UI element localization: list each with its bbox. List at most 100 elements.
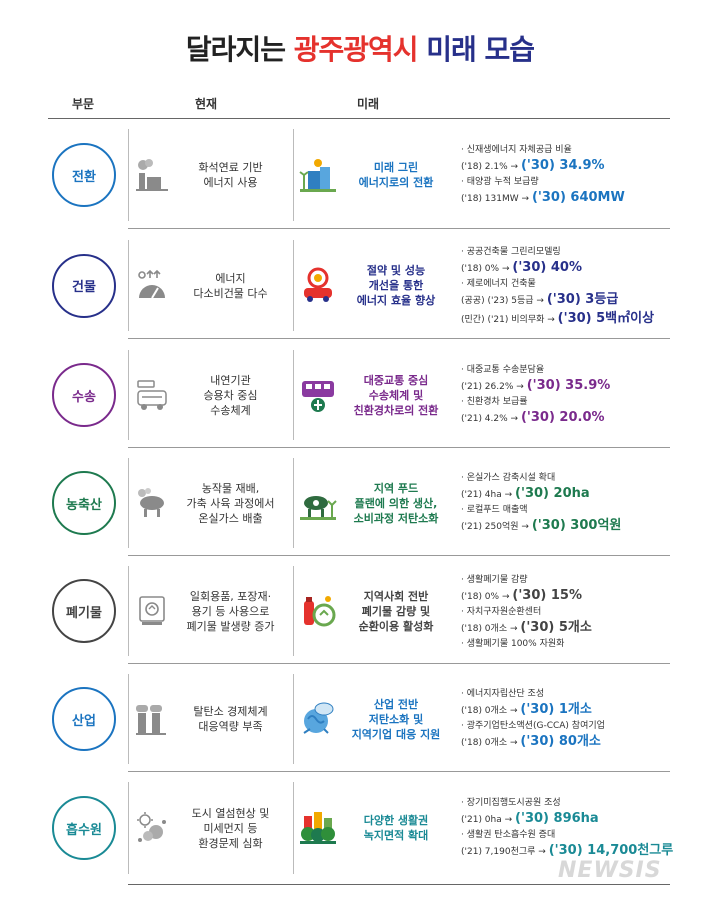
stat-label: · 태양광 누적 보급량: [461, 177, 539, 187]
column-separator: [293, 458, 294, 548]
stat-baseline: ('18) 0개소 →: [461, 706, 518, 716]
future-line: 폐기물 감량 및: [361, 604, 431, 618]
stat-target: ('30) 896ha: [515, 811, 599, 826]
future-line: 저탄소화 및: [368, 712, 424, 726]
current-line: 승용차 중심: [203, 388, 258, 402]
future-line: 산업 전반: [373, 697, 419, 711]
target-stats: · 대중교통 수송분담율 ('21) 26.2% → ('30) 35.9% · 친…: [461, 364, 670, 428]
future-line: 지역사회 전반: [363, 589, 429, 603]
row-divider: [128, 338, 670, 339]
category-label: 폐기물: [66, 605, 102, 621]
category-label: 산업: [72, 713, 96, 729]
current-line: 용기 등 사용으로: [191, 604, 270, 618]
category-label: 전환: [72, 169, 96, 185]
current-line: 농작물 재배,: [201, 481, 260, 495]
current-state-text: 도시 열섬현상 및 미세먼지 등 환경문제 심화: [168, 806, 293, 851]
column-separator: [128, 350, 129, 440]
stat-label: · 대중교통 수송분담율: [461, 365, 545, 375]
future-state-text: 절약 및 성능 개선을 통한 에너지 효율 향상: [336, 263, 456, 308]
column-separator: [128, 240, 129, 331]
stat-baseline: ('18) 0% →: [461, 263, 510, 274]
future-line: 지역기업 대응 지원: [351, 727, 441, 741]
stat-baseline: ('18) 0개소 →: [461, 738, 518, 748]
future-line: 대중교통 중심: [363, 373, 429, 387]
stat-label: · 에너지자립산단 조성: [461, 689, 545, 699]
column-separator: [293, 674, 294, 764]
header-rule: [48, 118, 670, 119]
future-line: 녹지면적 확대: [363, 829, 429, 842]
current-line: 도시 열섬현상 및: [191, 806, 270, 820]
future-state-icon: [298, 591, 338, 631]
stat-baseline: ('21) 4.2% →: [461, 414, 519, 424]
stat-target: ('30) 35.9%: [526, 378, 611, 393]
future-line: 다양한 생활권: [363, 814, 429, 827]
stat-label: · 온실가스 감축시설 확대: [461, 473, 556, 483]
column-separator: [293, 129, 294, 221]
stat-target: ('30) 3등급: [546, 291, 619, 307]
stat-value: ('21) 26.2% → ('30) 35.9%: [461, 377, 670, 396]
header-current: 현재: [195, 97, 218, 111]
future-state-text: 지역 푸드 플랜에 의한 생산, 소비과정 저탄소화: [336, 481, 456, 526]
watermark-logo: NEWSIS: [558, 858, 662, 883]
table-row: 산업 탈탄소 경제체계 대응역량 부족 산업 전반 저탄소화 및 지역기업 대응 지원 · …: [48, 666, 670, 772]
row-divider: [128, 663, 670, 664]
column-separator: [128, 458, 129, 548]
current-line: 에너지: [215, 271, 246, 285]
current-line: 에너지 사용: [203, 176, 258, 189]
stat-target: ('30) 80개소: [520, 734, 601, 749]
current-line: 폐기물 발생량 증가: [186, 619, 275, 633]
category-label: 수송: [72, 389, 96, 405]
stat-label: · 신재생에너지 자체공급 비율: [461, 145, 572, 155]
stat-label: · 생활폐기물 감량: [461, 574, 528, 585]
stat-value: ('21) 250억원 → ('30) 300억원: [461, 517, 670, 536]
current-state-icon: [134, 157, 170, 193]
category-badge: 전환: [52, 143, 116, 207]
stat-value: ('21) 4.2% → ('30) 20.0%: [461, 409, 670, 428]
current-state-text: 농작물 재배, 가축 사육 과정에서 온실가스 배출: [168, 481, 293, 526]
future-line: 순환이용 활성화: [358, 619, 434, 633]
stat-baseline: (민간) ('21) 비의무화 →: [461, 314, 555, 325]
stat-value: ('21) 7,190천그루 → ('30) 14,700천그루: [461, 842, 673, 861]
current-state-icon: [134, 377, 170, 413]
stat-target: ('30) 20.0%: [520, 410, 605, 425]
current-line: 수송체계: [210, 403, 251, 417]
column-separator: [293, 350, 294, 440]
future-line: 에너지로의 전환: [358, 176, 434, 189]
row-divider: [128, 447, 670, 448]
future-state-text: 산업 전반 저탄소화 및 지역기업 대응 지원: [336, 697, 456, 742]
column-separator: [293, 782, 294, 874]
stat-target: ('30) 15%: [512, 587, 582, 603]
stat-label: · 자치구자원순환센터: [461, 606, 542, 617]
stat-label: · 공공건축물 그린리모델링: [461, 246, 561, 257]
stat-baseline: (공공) ('23) 5등급 →: [461, 295, 544, 306]
row-divider: [128, 228, 670, 229]
target-stats: · 신재생에너지 자체공급 비율 ('18) 2.1% → ('30) 34.9%…: [461, 144, 670, 208]
table-row: 폐기물 일회용품, 포장재· 용기 등 사용으로 폐기물 발생량 증가 지역사회 전반 폐…: [48, 558, 670, 664]
future-line: 친환경차로의 전환: [353, 403, 439, 417]
column-separator: [293, 240, 294, 331]
target-stats: · 공공건축물 그린리모델링 ('18) 0% → ('30) 40% · 제로에너…: [461, 246, 670, 329]
current-state-text: 일회용품, 포장재· 용기 등 사용으로 폐기물 발생량 증가: [168, 589, 293, 634]
current-line: 온실가스 배출: [198, 511, 263, 525]
stat-target: ('30) 640MW: [531, 190, 625, 205]
column-separator: [128, 674, 129, 764]
current-state-text: 탈탄소 경제체계 대응역량 부족: [168, 704, 293, 734]
future-state-icon: [298, 155, 338, 195]
future-line: 소비과정 저탄소화: [353, 511, 439, 525]
stat-value: ('18) 0% → ('30) 40%: [461, 259, 670, 278]
stat-value: (민간) ('21) 비의무화 → ('30) 5백㎡이상: [461, 310, 670, 329]
stat-baseline: ('21) 26.2% →: [461, 382, 524, 392]
stat-baseline: ('21) 0ha →: [461, 815, 513, 825]
target-stats: · 온실가스 감축시설 확대 ('21) 4ha → ('30) 20ha · 로컬…: [461, 472, 670, 536]
stat-baseline: ('18) 0개소 →: [461, 623, 518, 634]
row-divider: [128, 771, 670, 772]
stat-value: ('21) 4ha → ('30) 20ha: [461, 485, 670, 504]
table-row: 농축산 농작물 재배, 가축 사육 과정에서 온실가스 배출 지역 푸드 플랜에 의한 생…: [48, 450, 670, 556]
title-part-3: 미래 모습: [426, 33, 535, 66]
future-state-icon: [298, 808, 338, 848]
category-label: 건물: [72, 280, 96, 295]
current-line: 일회용품, 포장재·: [189, 589, 272, 603]
stat-label: · 장기미집행도시공원 조성: [461, 798, 561, 808]
current-state-text: 에너지 다소비건물 다수: [168, 271, 293, 301]
stat-label: · 생활폐기물 100% 자원화: [461, 638, 565, 649]
